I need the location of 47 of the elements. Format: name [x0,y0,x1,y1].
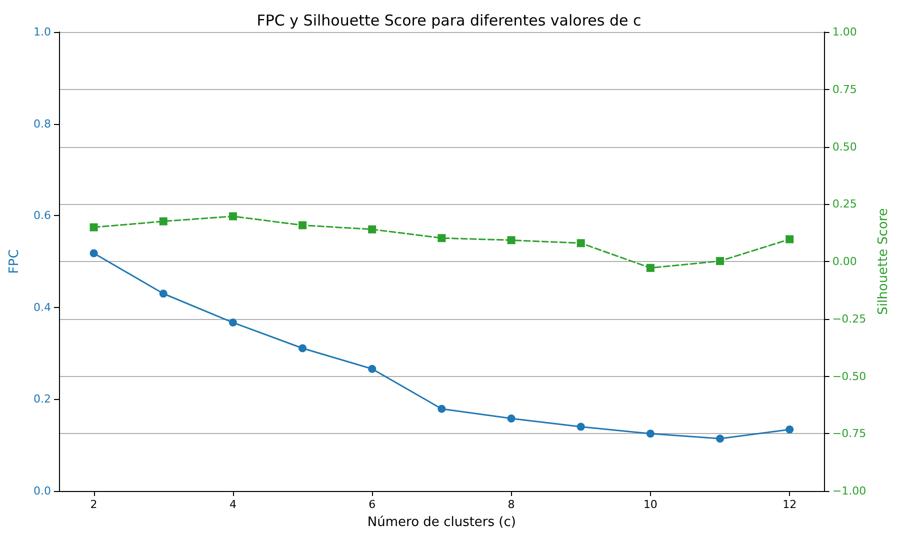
point [228,212,237,220]
x-tick-label: 10 [643,498,658,511]
y2-tick-label: 0.25 [832,198,857,211]
y2-tick-label: −0.50 [832,370,866,383]
x-tick-label: 8 [508,498,515,511]
x-tick-label: 12 [782,498,797,511]
y-tick-label: 0.0 [34,484,51,498]
y-tick-label: 0.8 [34,117,51,130]
y2-tick-label: 1.00 [832,26,857,38]
point [576,422,585,431]
y-tick-label: 1.0 [34,26,51,38]
point [368,225,376,234]
x-tick-label: 2 [90,498,98,511]
point [786,235,794,244]
point [90,249,98,258]
y2-tick-label: −0.75 [832,427,866,440]
point [228,318,237,327]
y-tick-label: 0.2 [34,392,51,406]
point [716,434,724,443]
point [507,414,516,422]
point [298,221,307,230]
point [438,404,446,413]
chart-title: FPC y Silhouette Score para diferentes valores de c [256,12,642,30]
point [159,217,168,226]
point [646,264,654,272]
y2-tick-label: −1.00 [832,484,866,498]
point [298,344,307,352]
point [90,223,98,232]
point [716,257,724,266]
point [576,239,585,248]
x-tick-label: 4 [229,498,236,511]
y2-tick-label: −0.25 [832,312,866,326]
point [786,425,794,434]
y2-tick-label: 0.00 [832,255,857,268]
point [438,234,446,242]
y-axis-title: FPC [7,249,22,274]
point [507,236,516,244]
x-tick-label: 6 [368,498,376,511]
y2-tick-label: 0.50 [832,140,857,154]
x-axis-title: Número de clusters (c) [367,515,516,530]
point [368,364,376,373]
y-tick-label: 0.6 [34,209,51,222]
y2-axis-title: Silhouette Score [876,208,891,315]
y2-tick-label: 0.75 [832,82,857,96]
point [159,290,168,298]
y-tick-label: 0.4 [34,300,51,314]
point [646,430,654,438]
